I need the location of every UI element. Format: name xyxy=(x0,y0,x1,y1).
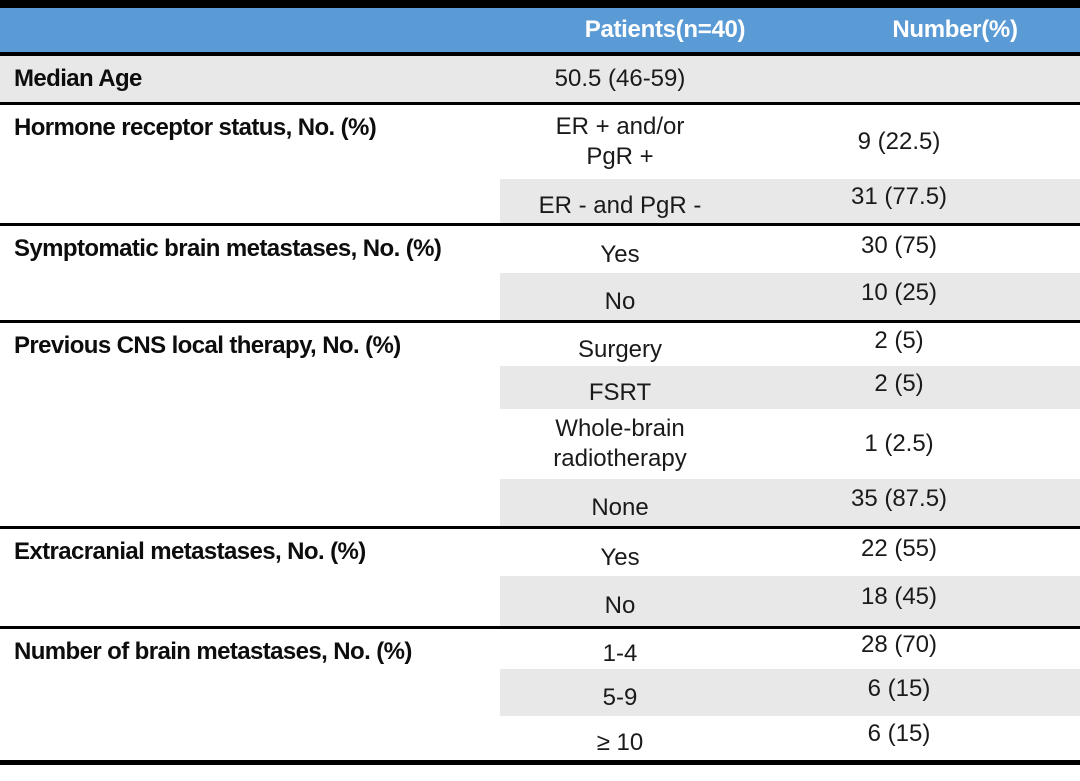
section-symptomatic-brain-mets: Symptomatic brain metastases, No. (%) Ye… xyxy=(0,226,1080,323)
table-row: Surgery 2 (5) xyxy=(500,323,1080,366)
category-cell: ER + and/or PgR + xyxy=(555,113,685,170)
value-cell: 35 (87.5) xyxy=(850,484,948,512)
table-row: 5-9 6 (15) xyxy=(500,669,1080,716)
category-cell: 50.5 (46-59) xyxy=(554,65,686,92)
value-cell xyxy=(740,56,1080,102)
category-cell: ≥ 10 xyxy=(596,729,644,756)
value-cell: 9 (22.5) xyxy=(857,128,941,155)
table-row: 1-4 28 (70) xyxy=(500,629,1080,669)
header-number: Number(%) xyxy=(892,16,1018,43)
table-row: FSRT 2 (5) xyxy=(500,366,1080,409)
value-cell: 18 (45) xyxy=(860,583,938,610)
value-cell: 22 (55) xyxy=(860,534,938,562)
category-cell: None xyxy=(591,493,649,521)
category-cell: Yes xyxy=(600,543,640,571)
category-cell: FSRT xyxy=(588,378,652,406)
category-cell: No xyxy=(604,592,636,619)
category-cell: 1-4 xyxy=(602,640,638,667)
category-cell: ER - and PgR - xyxy=(538,192,702,219)
section-label: Median Age xyxy=(14,65,142,92)
header-patients: Patients(n=40) xyxy=(584,16,746,43)
section-extracranial-mets: Extracranial metastases, No. (%) Yes 22 … xyxy=(0,529,1080,629)
table-row: ≥ 10 6 (15) xyxy=(500,716,1080,760)
table-row: ER + and/or PgR + 9 (22.5) xyxy=(500,105,1080,179)
table-header-row: Patients(n=40) Number(%) xyxy=(0,8,1080,56)
section-label: Previous CNS local therapy, No. (%) xyxy=(14,332,401,359)
section-label: Number of brain metastases, No. (%) xyxy=(14,638,412,665)
section-label: Hormone receptor status, No. (%) xyxy=(14,114,377,141)
section-number-brain-mets: Number of brain metastases, No. (%) 1-4 … xyxy=(0,629,1080,760)
table-top-rule xyxy=(0,0,1080,8)
table-row: No 10 (25) xyxy=(500,273,1080,320)
value-cell: 2 (5) xyxy=(874,326,924,354)
section-label: Symptomatic brain metastases, No. (%) xyxy=(14,235,442,262)
category-cell: No xyxy=(604,287,636,315)
category-cell: 5-9 xyxy=(602,683,638,711)
value-cell: 6 (15) xyxy=(867,674,931,702)
section-median-age: Median Age 50.5 (46-59) xyxy=(0,56,1080,105)
category-cell: Yes xyxy=(600,240,640,268)
table-row: None 35 (87.5) xyxy=(500,479,1080,526)
section-previous-cns-therapy: Previous CNS local therapy, No. (%) Surg… xyxy=(0,323,1080,529)
value-cell: 10 (25) xyxy=(860,278,938,306)
category-cell: Surgery xyxy=(577,335,663,363)
value-cell: 31 (77.5) xyxy=(850,183,948,210)
table-row: No 18 (45) xyxy=(500,576,1080,626)
category-cell: Whole-brain radiotherapy xyxy=(553,415,687,472)
table-row: ER - and PgR - 31 (77.5) xyxy=(500,179,1080,223)
value-cell: 28 (70) xyxy=(860,631,938,658)
section-label: Extracranial metastases, No. (%) xyxy=(14,538,366,565)
value-cell: 30 (75) xyxy=(860,231,938,259)
table-body: Median Age 50.5 (46-59) Hormone receptor… xyxy=(0,56,1080,765)
value-cell: 1 (2.5) xyxy=(864,430,934,457)
value-cell: 6 (15) xyxy=(867,720,931,747)
table-row: Yes 30 (75) xyxy=(500,226,1080,273)
value-cell: 2 (5) xyxy=(874,369,924,397)
table-row: 50.5 (46-59) xyxy=(500,56,1080,102)
section-hormone-receptor: Hormone receptor status, No. (%) ER + an… xyxy=(0,105,1080,226)
table-row: Whole-brain radiotherapy 1 (2.5) xyxy=(500,409,1080,479)
table-row: Yes 22 (55) xyxy=(500,529,1080,576)
